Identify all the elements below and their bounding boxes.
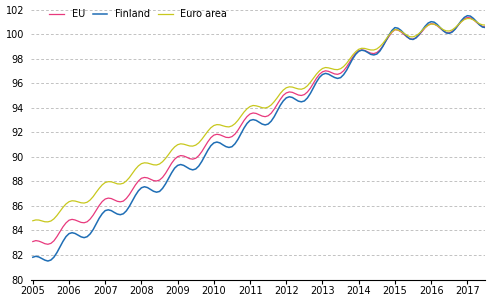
Euro area [464,17,470,20]
EU [473,21,479,24]
EU [413,36,419,40]
EU [30,240,36,243]
Euro area [30,219,36,223]
Euro area [45,220,51,224]
Euro area [413,34,419,37]
Finland [63,235,69,238]
EU [93,209,99,212]
Legend: EU, Finland, Euro area: EU, Finland, Euro area [50,9,227,19]
EU [356,49,362,53]
Finland [30,255,36,259]
Finland [93,222,99,226]
Euro area [235,118,241,122]
Line: Finland: Finland [33,16,491,261]
EU [235,128,241,132]
EU [464,16,470,19]
Finland [473,20,479,23]
Euro area [489,20,491,24]
Finland [413,36,419,40]
Finland [489,21,491,25]
Finland [356,50,362,53]
Euro area [63,202,69,206]
Finland [45,259,51,263]
Line: EU: EU [33,18,491,244]
Euro area [93,191,99,194]
EU [45,243,51,246]
EU [489,21,491,25]
Euro area [473,20,479,24]
Euro area [356,47,362,51]
EU [63,221,69,225]
Finland [464,14,470,18]
Line: Euro area: Euro area [33,18,491,222]
Finland [235,137,241,141]
